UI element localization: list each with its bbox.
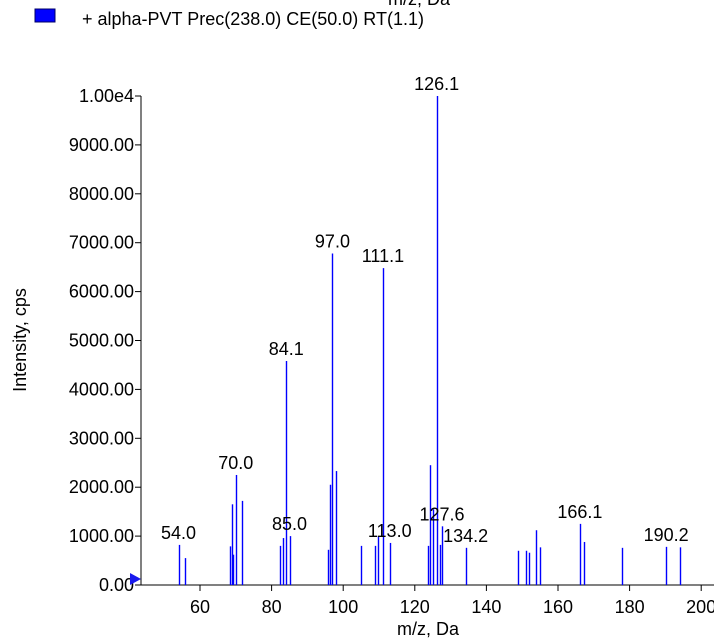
y-tick-label: 5000.00 <box>69 331 134 351</box>
x-tick-label: 160 <box>543 597 573 617</box>
y-tick-label: 1.00e4 <box>79 86 134 106</box>
y-tick-label: 9000.00 <box>69 135 134 155</box>
legend-swatch <box>34 8 56 23</box>
x-tick-label: 140 <box>471 597 501 617</box>
x-tick-label: 60 <box>190 597 210 617</box>
legend-label: + alpha-PVT Prec(238.0) CE(50.0) RT(1.1) <box>82 9 424 29</box>
peak-label: 113.0 <box>368 521 412 541</box>
x-tick-label: 120 <box>400 597 430 617</box>
peak-label: 85.0 <box>272 514 307 534</box>
peak-label: 134.2 <box>443 526 488 546</box>
x-axis-ticks: 60 80 100 120 140 160 180 200 <box>190 585 714 617</box>
top-clipped-axis-title: m/z, Da <box>388 0 451 9</box>
y-axis-title: Intensity, cps <box>10 288 30 392</box>
peak-label: 111.1 <box>362 246 404 266</box>
peak-label: 97.0 <box>315 231 350 251</box>
y-tick-label: 0.00 <box>99 575 134 595</box>
x-tick-label: 80 <box>262 597 282 617</box>
peak-labels: 54.0 70.0 84.1 85.0 97.0 111.1 113.0 126.1 127.6… <box>161 74 689 546</box>
peak-label: 190.2 <box>644 525 689 545</box>
peak-label: 84.1 <box>269 339 304 359</box>
peak-label: 54.0 <box>161 523 196 543</box>
x-tick-label: 180 <box>615 597 645 617</box>
y-tick-label: 8000.00 <box>69 184 134 204</box>
peak-label: 126.1 <box>414 74 459 94</box>
peak-label: 70.0 <box>218 453 253 473</box>
peak-bars <box>178 96 682 585</box>
legend: + alpha-PVT Prec(238.0) CE(50.0) RT(1.1) <box>34 8 424 29</box>
x-axis-title: m/z, Da <box>397 619 460 639</box>
y-tick-label: 6000.00 <box>69 282 134 302</box>
y-tick-label: 1000.00 <box>69 526 134 546</box>
y-tick-label: 3000.00 <box>69 428 134 448</box>
y-tick-label: 7000.00 <box>69 233 134 253</box>
peak-label: 166.1 <box>557 502 602 522</box>
baseline-marker <box>130 573 141 585</box>
y-axis-ticks: 0.00 1000.00 2000.00 3000.00 4000.00 5000.00 6… <box>69 86 141 595</box>
y-tick-label: 4000.00 <box>69 379 134 399</box>
y-tick-label: 2000.00 <box>69 477 134 497</box>
x-tick-label: 100 <box>328 597 358 617</box>
x-tick-label: 200 <box>686 597 714 617</box>
peak-label: 127.6 <box>419 504 464 524</box>
